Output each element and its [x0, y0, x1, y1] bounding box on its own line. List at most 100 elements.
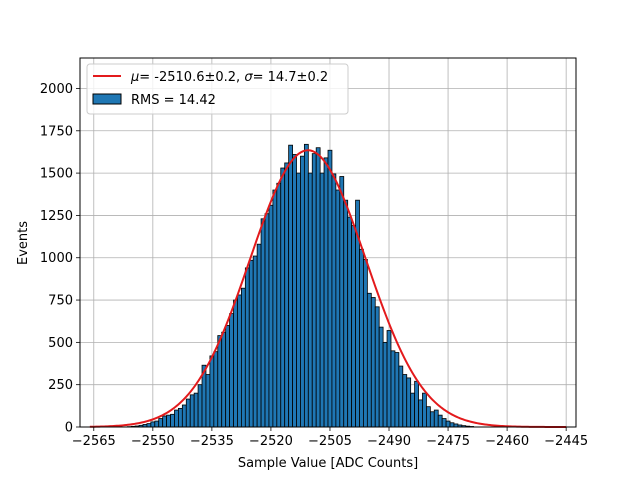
histogram-bar — [292, 154, 297, 428]
x-tick-label: −2490 — [367, 434, 411, 449]
histogram-bar — [351, 225, 356, 428]
legend-hist-swatch — [92, 93, 122, 105]
histogram-bar — [193, 392, 199, 428]
y-tick-label: 1500 — [40, 167, 73, 182]
legend-mu-symbol: μ — [130, 70, 139, 85]
x-axis-ticks: −2565 −2550 −2535 −2520 −2505 −2490 −2475 −2460… — [72, 427, 588, 449]
histogram-bar — [256, 243, 262, 428]
histogram-bar — [394, 352, 400, 428]
histogram-bar — [170, 413, 175, 428]
x-tick-label: −2445 — [544, 434, 588, 449]
gaussian-fit-curve — [89, 149, 567, 428]
histogram-bar — [189, 394, 195, 428]
histogram-bar — [406, 377, 412, 428]
histogram-bar — [370, 297, 376, 428]
legend-hist-label: RMS = 14.42 — [131, 93, 216, 108]
y-axis-ticks: 0 250 500 750 1000 1250 1500 1750 2000 — [40, 82, 80, 436]
histogram-bar — [268, 204, 274, 428]
y-tick-label: 2000 — [40, 82, 73, 97]
histogram-bar — [158, 418, 164, 428]
histogram-bar — [323, 157, 329, 428]
histogram-bar — [382, 341, 388, 428]
histogram-bar — [347, 216, 353, 428]
legend-mu-text: = -2510.6±0.2, — [139, 70, 244, 85]
y-tick-label: 0 — [65, 421, 73, 436]
legend-fit-label: μ= -2510.6±0.2, σ= 14.7±0.2 — [130, 70, 328, 85]
histogram-bar — [240, 287, 246, 428]
x-tick-label: −2535 — [190, 434, 234, 449]
legend-box — [86, 63, 349, 115]
histogram-bar — [185, 398, 191, 428]
x-tick-label: −2550 — [131, 434, 175, 449]
histogram-bar — [150, 421, 156, 428]
histogram-bar — [327, 149, 333, 428]
histogram-bar — [386, 330, 392, 428]
legend-sigma-text: = 14.7±0.2 — [253, 70, 329, 85]
histogram-bar — [221, 331, 227, 428]
histogram-bar — [300, 155, 305, 428]
histogram-bar — [233, 299, 238, 428]
histogram-bar — [363, 259, 368, 428]
histogram-bar — [162, 415, 168, 428]
histogram-bar — [260, 218, 266, 428]
plot-frame — [79, 57, 577, 428]
histogram-bar — [213, 351, 219, 428]
histogram-bar — [303, 143, 309, 428]
y-tick-label: 250 — [48, 378, 73, 393]
histogram-bar — [359, 248, 364, 428]
histogram-bar — [335, 189, 341, 428]
y-tick-label: 1250 — [40, 209, 73, 224]
histogram-bar — [307, 172, 313, 428]
histogram-bar — [280, 167, 286, 428]
histogram-bar — [339, 176, 345, 428]
histogram-bar — [284, 162, 290, 428]
histogram-bar — [225, 325, 230, 428]
histogram-bar — [433, 409, 439, 428]
histogram-bar — [418, 399, 423, 428]
histogram-bar — [410, 392, 416, 428]
x-axis-label: Sample Value [ADC Counts] — [238, 456, 418, 471]
y-tick-label: 750 — [48, 294, 73, 309]
y-tick-label: 500 — [48, 336, 73, 351]
histogram-bar — [209, 355, 215, 428]
histogram-bar — [422, 392, 427, 428]
legend: μ= -2510.6±0.2, σ= 14.7±0.2 RMS = 14.42 — [86, 63, 349, 115]
histogram-bar — [315, 147, 321, 428]
y-tick-label: 1750 — [40, 124, 73, 139]
histogram-bar — [374, 306, 380, 428]
histogram-bar — [378, 326, 384, 428]
histogram-bar — [248, 259, 254, 428]
histogram-bar — [331, 173, 337, 428]
histogram-bar — [166, 414, 171, 428]
histogram-bar — [244, 267, 250, 428]
histogram-bar — [174, 409, 179, 428]
histogram-bar — [264, 213, 270, 428]
x-tick-label: −2565 — [72, 434, 116, 449]
histogram-bar — [449, 422, 455, 428]
histogram-bar — [437, 414, 443, 428]
y-axis-label: Events — [16, 221, 31, 265]
histogram-bar — [146, 423, 152, 428]
histogram-bar — [319, 172, 325, 428]
histogram-bar — [441, 418, 447, 428]
histogram-bar — [414, 380, 419, 428]
x-tick-label: −2520 — [249, 434, 293, 449]
histogram-bar — [366, 292, 372, 428]
histogram-bar — [229, 313, 234, 428]
histogram-bar — [237, 294, 242, 428]
histogram-bar — [252, 255, 258, 428]
histogram-bar — [445, 420, 451, 428]
histogram-bar — [311, 153, 317, 428]
histogram-bar — [426, 406, 431, 428]
histogram-bar — [154, 420, 160, 428]
x-tick-label: −2475 — [426, 434, 470, 449]
legend-sigma-symbol: σ — [244, 70, 253, 85]
histogram-bar — [296, 172, 301, 428]
histogram-bar — [343, 199, 349, 428]
histogram-bar — [178, 407, 183, 428]
histogram-bar — [390, 350, 396, 428]
histogram-bar — [276, 182, 282, 428]
y-tick-label: 1000 — [40, 251, 73, 266]
histogram-bar — [181, 404, 187, 428]
